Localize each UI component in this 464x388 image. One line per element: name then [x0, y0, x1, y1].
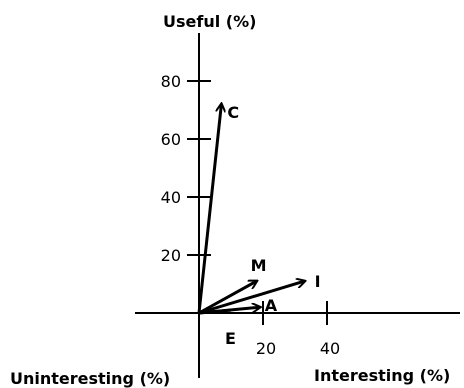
- vector-label-i: I: [315, 272, 321, 291]
- vector-label-a: A: [265, 296, 278, 315]
- vector-label-m: M: [251, 256, 267, 275]
- x-axis-label-negative: Uninteresting (%): [10, 369, 170, 388]
- y-tick-label: 20: [161, 246, 181, 265]
- vector-e: [198, 308, 232, 315]
- y-tick-label: 40: [161, 188, 181, 207]
- y-tick-label: 60: [161, 130, 181, 149]
- x-tick-label: 40: [320, 339, 340, 358]
- vector-label-c: C: [227, 103, 239, 122]
- y-axis-label: Useful (%): [163, 12, 256, 31]
- x-tick-label: 20: [256, 339, 276, 358]
- vector-i: [198, 281, 305, 315]
- y-tick-label: 80: [161, 72, 181, 91]
- axis-ticks: 20 40 60 80 20 40: [161, 72, 341, 358]
- vector-label-e: E: [225, 329, 236, 348]
- vector-series: C M I A E: [197, 103, 321, 348]
- vector-c: [197, 104, 221, 314]
- x-axis-label-positive: Interesting (%): [314, 366, 450, 385]
- vector-m: [198, 281, 257, 315]
